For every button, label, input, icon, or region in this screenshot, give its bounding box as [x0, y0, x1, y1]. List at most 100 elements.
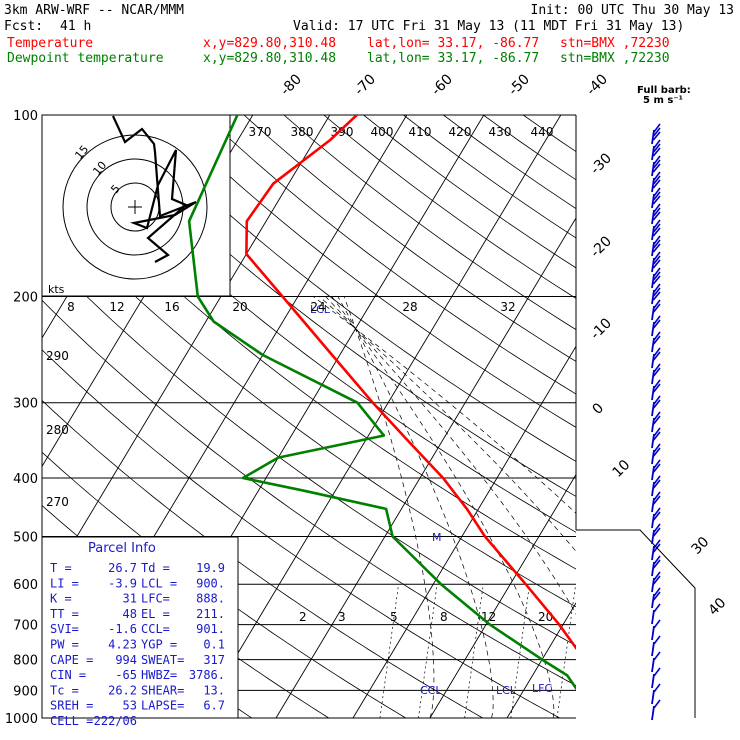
wind-barb-staff [651, 353, 655, 369]
parcel-info-value: 13. [203, 683, 225, 697]
moist-adiabat-line [337, 296, 494, 718]
wind-barb-staff [651, 161, 655, 177]
wind-barb-flag [653, 491, 661, 501]
parcel-info-value: -65 [115, 668, 137, 682]
wind-barb-staff [651, 305, 655, 321]
dry-adiabat-line [42, 157, 576, 570]
parcel-info-key: LFC= [141, 592, 170, 606]
dewpoint-legend-xy: x,y=829.80,310.48 [203, 51, 337, 66]
wind-barb-flag [652, 227, 661, 237]
isotherm-label: -20 [588, 233, 615, 260]
wind-barb-flag [653, 383, 661, 393]
wind-barb-flag [652, 211, 661, 221]
wind-barb-flag [653, 619, 661, 629]
level-marker: LFC [532, 682, 552, 695]
skewt-background-lines [42, 115, 576, 718]
parcel-info-key: T = [50, 561, 72, 575]
wind-barb-flag [653, 139, 661, 149]
speed-tick-label: 12 [109, 300, 124, 314]
wind-barb-flag [653, 287, 661, 297]
pressure-tick-label: 700 [13, 619, 38, 634]
wind-barb-flag [653, 699, 661, 709]
mixing-ratio-label: 3 [338, 610, 346, 624]
wind-barbs [651, 123, 661, 721]
dry-adiabat-line [163, 115, 576, 428]
wind-barb-flag [653, 171, 661, 181]
isotherm-label: -50 [506, 71, 533, 98]
level-marker: LCL [310, 303, 331, 316]
pressure-tick-label: 800 [13, 654, 38, 669]
dry-adiabat-line [443, 115, 576, 210]
wind-barb-staff [651, 449, 655, 465]
parcel-info-panel: Parcel Info T = 26.7 Td = 19.9 LI = -3.9 LCL = 9… [41, 536, 239, 728]
wind-barb-flag [653, 351, 661, 361]
wind-barb-flag [653, 463, 661, 473]
parcel-info-box [41, 536, 239, 719]
sounding-profiles [187, 115, 576, 691]
wind-barb-staff [651, 321, 655, 337]
parcel-info-value: 26.2 [108, 683, 137, 697]
wind-barb-staff [651, 241, 655, 257]
parcel-info-value: 6.7 [203, 699, 225, 713]
wind-barb-flag [653, 239, 661, 249]
wind-barb-staff [651, 513, 655, 529]
forecast-label: Fcst: [4, 19, 44, 34]
isotherm-label: 30 [689, 534, 713, 558]
wind-barb-staff [651, 577, 655, 593]
mixing-ratio-label: 8 [440, 610, 448, 624]
dewpoint-legend-station: stn=BMX ,72230 [560, 51, 670, 66]
isotherm-label: -70 [352, 71, 379, 98]
dry-adiabat-line [124, 115, 576, 462]
parcel-info-key: TT = [50, 607, 79, 621]
wind-barb-flag [653, 223, 661, 233]
wind-barb-staff [651, 369, 655, 385]
theta-top-label: 400 [371, 125, 394, 139]
wind-barb-staff [651, 481, 655, 497]
parcel-info-value: 317 [203, 653, 225, 667]
wind-barb-staff [651, 401, 655, 417]
wind-barb-flag [653, 399, 661, 409]
parcel-info-title: Parcel Info [88, 541, 156, 556]
wind-barb-flag [653, 347, 661, 357]
wind-barb-flag [653, 459, 661, 469]
barb-panel-edge [576, 529, 696, 718]
wind-barb-staff [651, 433, 655, 449]
wind-barb-flag [653, 315, 661, 325]
wind-barb-staff [651, 497, 655, 513]
level-marker: M [432, 531, 442, 544]
wind-barb-flag [653, 527, 661, 537]
parcel-info-key: LAPSE= [141, 699, 184, 713]
wind-barb-flag [653, 155, 661, 165]
wind-barb-flag [652, 147, 661, 157]
dry-adiabat-line [42, 299, 576, 687]
isotherm-label: 0 [590, 400, 608, 418]
wind-barb-staff [651, 177, 655, 193]
wind-barb-staff [651, 593, 655, 609]
wind-barb-flag [653, 367, 661, 377]
theta-top-label: 420 [449, 125, 472, 139]
wind-barb-flag [653, 331, 661, 341]
wind-barb-flag [653, 511, 661, 521]
wind-barb-staff [651, 545, 655, 561]
parcel-info-key: Tc = [50, 683, 79, 697]
parcel-info-key: HWBZ= [141, 668, 177, 682]
mixing-ratio-label: 2 [299, 610, 307, 624]
parcel-info-value: 4.23 [108, 638, 137, 652]
wind-barb-flag [653, 667, 661, 677]
pressure-tick-label: 1000 [5, 712, 38, 727]
mixing-ratio-line [556, 584, 576, 718]
wind-barb-flag [653, 283, 661, 293]
moist-adiabat-line [325, 296, 576, 615]
theta-top-label: 440 [531, 125, 554, 139]
theta-label: 270 [46, 495, 69, 509]
moist-adiabat-line [313, 296, 576, 514]
wind-barb-flag [653, 539, 661, 549]
parcel-info-key: SREH = [50, 699, 93, 713]
isotherm-label: 10 [610, 457, 634, 481]
mixing-ratio-label: 5 [390, 610, 398, 624]
wind-barb-flag [653, 587, 661, 597]
wind-barb-flag [652, 179, 661, 189]
pressure-tick-label: 300 [13, 397, 38, 412]
parcel-info-key: CCL= [141, 622, 170, 636]
